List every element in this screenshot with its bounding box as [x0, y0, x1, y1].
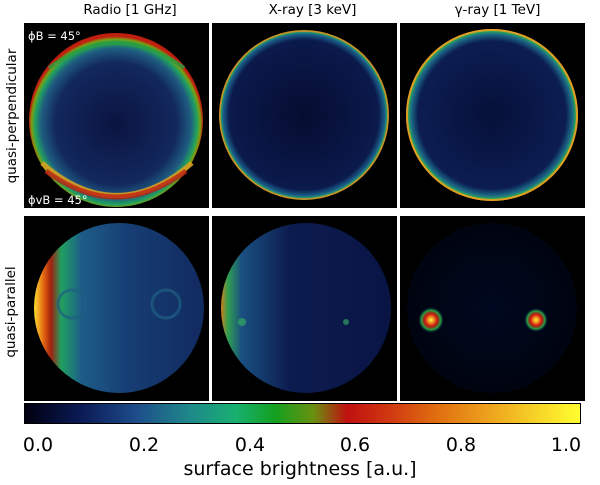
- remnant-disk: [221, 223, 391, 393]
- row-label-quasi-parallel: quasi-parallel: [3, 266, 19, 358]
- colorbar: [24, 403, 581, 424]
- ring-feature-right: [150, 288, 182, 320]
- panel-gamma-quasi-perpendicular: [400, 23, 585, 208]
- hotspot-left: [418, 307, 444, 333]
- rim-red-bottom: [44, 168, 188, 200]
- colorbar-tick-2: 0.4: [234, 434, 266, 456]
- column-title-gamma: γ-ray [1 TeV]: [454, 2, 541, 18]
- colorbar-tick-0: 0.0: [22, 434, 54, 456]
- column-title-radio: Radio [1 GHz]: [83, 2, 177, 18]
- phi-b-label: ϕB = 45°: [28, 29, 81, 43]
- hotspot-right: [524, 308, 548, 332]
- hotspot-right: [343, 319, 349, 325]
- colorbar-tick-5: 1.0: [550, 434, 582, 456]
- hotspot-left: [238, 318, 246, 326]
- column-title-xray: X-ray [3 keV]: [268, 2, 357, 18]
- ring-feature-left: [56, 288, 88, 320]
- phi-vb-label: ϕvB = 45°: [28, 193, 88, 207]
- panel-xray-quasi-perpendicular: [212, 23, 397, 208]
- remnant-rim: [219, 30, 389, 200]
- rim-top: [47, 41, 186, 70]
- remnant-rim: [406, 29, 578, 201]
- panel-radio-quasi-parallel: [24, 216, 209, 401]
- row-label-quasi-perpendicular: quasi-perpendicular: [4, 48, 20, 184]
- remnant-disk: [406, 29, 578, 201]
- remnant-disk: [29, 33, 203, 207]
- panel-gamma-quasi-parallel: [400, 216, 585, 401]
- colorbar-tick-1: 0.2: [128, 434, 160, 456]
- remnant-disk: [407, 223, 577, 393]
- panel-xray-quasi-parallel: [212, 216, 397, 401]
- colorbar-gradient: [25, 404, 580, 423]
- panel-radio-quasi-perpendicular: ϕB = 45° ϕvB = 45°: [24, 23, 209, 208]
- colorbar-tick-3: 0.6: [339, 434, 371, 456]
- remnant-disk: [34, 223, 204, 393]
- colorbar-tick-4: 0.8: [445, 434, 477, 456]
- colorbar-label: surface brightness [a.u.]: [183, 458, 417, 480]
- remnant-disk: [219, 30, 389, 200]
